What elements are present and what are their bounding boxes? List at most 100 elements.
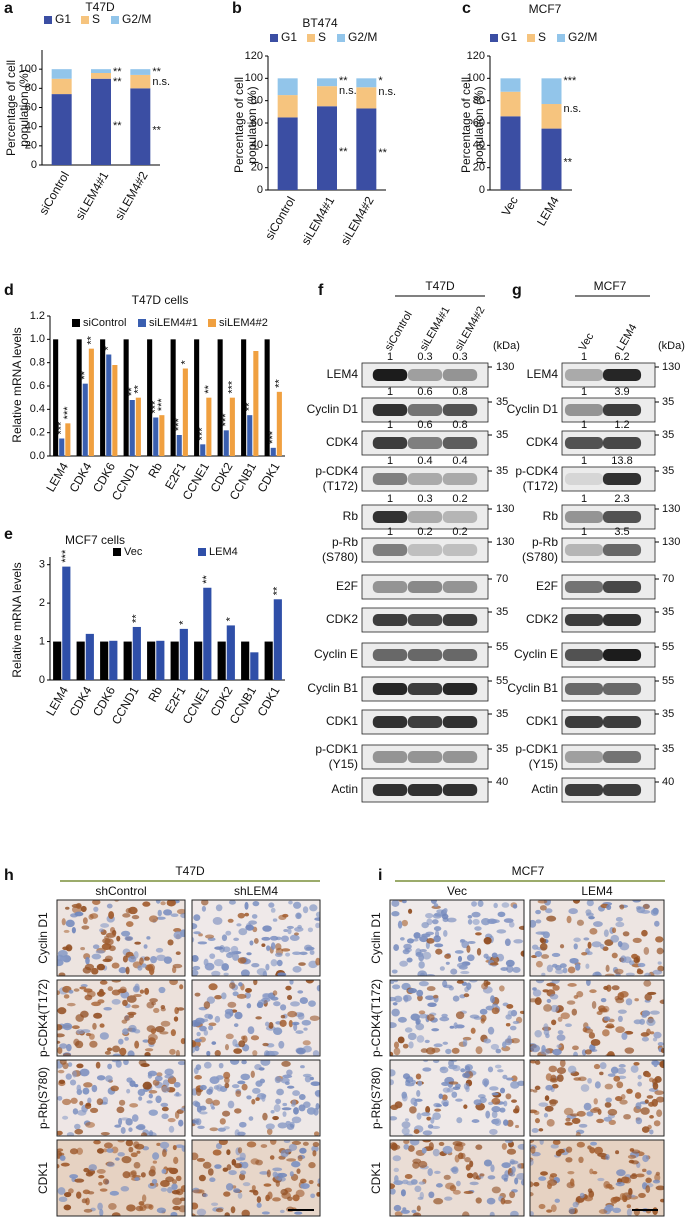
cell [57, 1024, 63, 1031]
legend-label: siLEM4#2 [219, 317, 268, 329]
cell [649, 1010, 660, 1015]
cell [270, 1140, 277, 1145]
cell [255, 1159, 263, 1166]
cell [65, 906, 70, 910]
cell [490, 1164, 495, 1173]
cell [138, 1096, 143, 1101]
row-label: p-Rb(S780) [369, 1067, 383, 1129]
cell [567, 983, 577, 987]
cell [298, 1104, 306, 1112]
cell [173, 1081, 181, 1088]
cell [462, 1039, 468, 1047]
cell [256, 1202, 262, 1208]
cell [207, 1014, 213, 1020]
cell [206, 1050, 211, 1056]
cell [578, 1123, 588, 1128]
cell [485, 1110, 491, 1119]
ihc-image [390, 1060, 524, 1136]
cell [578, 1156, 584, 1164]
bar-segment [356, 108, 377, 190]
row-label: p-CDK4 [515, 464, 558, 478]
significance-label: ** [272, 586, 284, 595]
cell [632, 937, 642, 943]
cell [442, 917, 449, 923]
cell [308, 1000, 316, 1007]
cell [265, 1123, 275, 1130]
cell [92, 1022, 97, 1030]
cell [197, 1125, 205, 1129]
cell [474, 926, 482, 931]
blot-band [564, 544, 604, 556]
cell [117, 1152, 125, 1157]
y-tick-label: 0 [31, 159, 37, 171]
row-label: Cyclin B1 [507, 681, 558, 695]
cell [428, 1191, 435, 1199]
cell [390, 1104, 399, 1110]
cell [193, 931, 201, 935]
cell [391, 900, 400, 907]
cell [166, 1186, 173, 1194]
cell [393, 1047, 401, 1056]
cell [469, 1181, 479, 1186]
cell [465, 1164, 471, 1171]
cell [619, 1099, 628, 1105]
cell [276, 959, 283, 967]
chart-title: MCF7 [529, 2, 562, 16]
bar [273, 599, 282, 680]
cell [433, 1198, 444, 1205]
cell [512, 966, 521, 973]
cell [545, 1084, 554, 1091]
cell [229, 982, 236, 989]
cell [301, 1019, 312, 1026]
cell [599, 1071, 604, 1076]
cell [452, 1189, 461, 1195]
chart-title: BT474 [302, 16, 338, 30]
cell [241, 1083, 248, 1091]
ihc-image [192, 1060, 320, 1136]
cell [162, 1149, 167, 1158]
blot-band [407, 751, 443, 763]
row-label: (T172) [523, 479, 558, 493]
cell [262, 1112, 268, 1121]
cell [535, 960, 543, 968]
legend-swatch [270, 34, 278, 42]
cell [443, 1174, 451, 1180]
cell [466, 945, 471, 953]
bar-segment [541, 128, 562, 190]
cell [538, 1203, 546, 1210]
cell [222, 946, 231, 953]
cell [642, 1154, 649, 1163]
cell [172, 1144, 177, 1151]
cell [496, 929, 507, 934]
bar [135, 397, 141, 456]
cell [471, 1119, 480, 1123]
marker-label: 70 [496, 573, 508, 585]
cell [605, 1053, 616, 1056]
cell [584, 1049, 592, 1055]
cell [648, 1077, 654, 1083]
panel-title: MCF7 [512, 864, 545, 878]
cell [218, 1140, 228, 1146]
bar [247, 415, 253, 456]
chart-title: MCF7 cells [65, 533, 125, 547]
cell [137, 1088, 146, 1096]
cell [494, 1118, 502, 1127]
bar [132, 626, 141, 680]
cell [570, 1178, 575, 1187]
blot-band [407, 544, 443, 556]
y-tick-label: 2 [39, 597, 45, 609]
cell [241, 1161, 249, 1169]
cell [209, 953, 216, 959]
cell [239, 1152, 246, 1161]
y-tick-label: 60 [251, 117, 263, 129]
cell [238, 982, 243, 987]
quant-label: 0.4 [452, 455, 467, 467]
cell [311, 1082, 320, 1086]
cell [171, 1189, 181, 1195]
cell [532, 989, 542, 997]
cell [572, 900, 581, 904]
cell [146, 936, 151, 940]
cell [594, 1081, 601, 1089]
cell [74, 1128, 84, 1135]
cell [605, 1204, 614, 1212]
